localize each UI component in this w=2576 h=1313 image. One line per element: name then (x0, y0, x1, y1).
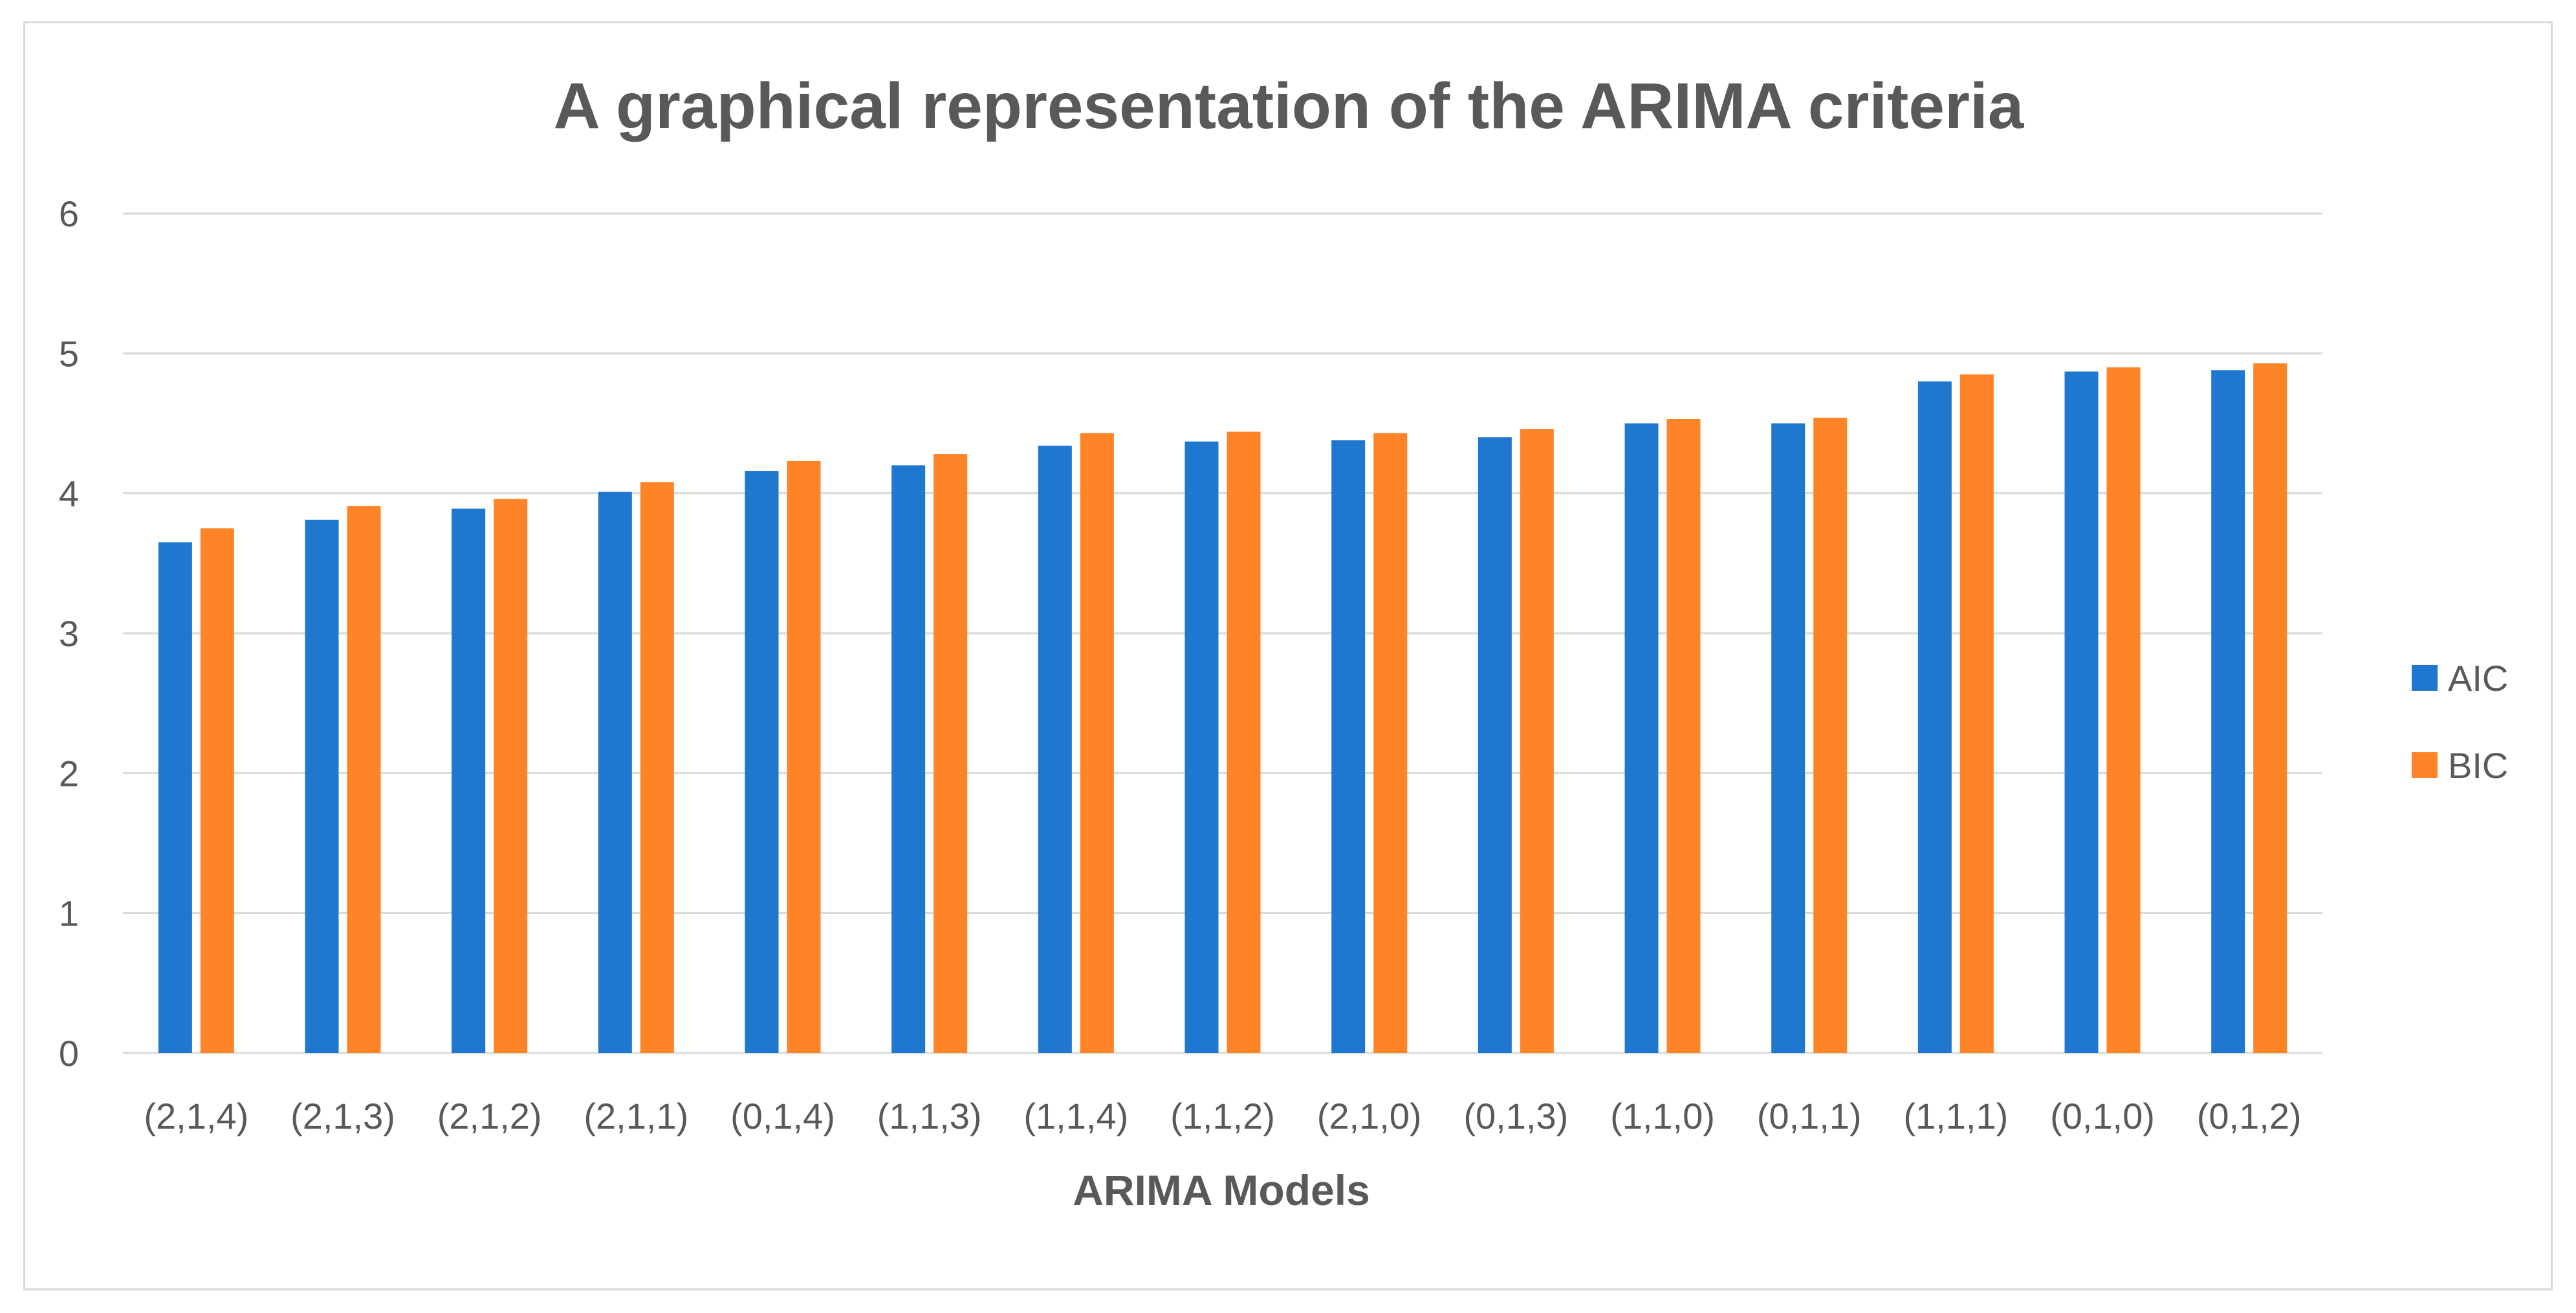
x-tick-label: (2,1,2) (437, 1096, 542, 1136)
bar-aic-8 (1184, 441, 1219, 1053)
bar-bic-13 (1959, 374, 1994, 1053)
y-tick-label: 1 (59, 893, 79, 934)
bars (158, 363, 2287, 1053)
x-tick-label: (1,1,1) (1903, 1096, 2008, 1136)
bar-bic-14 (2106, 367, 2141, 1053)
bar-bic-3 (494, 499, 528, 1053)
y-tick-label: 6 (59, 193, 79, 234)
x-tick-label: (0,1,3) (1463, 1096, 1568, 1136)
bar-aic-4 (598, 492, 632, 1053)
bar-aic-13 (1917, 381, 1952, 1053)
x-tick-label: (2,1,0) (1317, 1096, 1422, 1136)
y-tick-label: 0 (59, 1033, 79, 1074)
bar-aic-1 (158, 542, 192, 1053)
x-tick-label: (1,1,0) (1610, 1096, 1715, 1136)
x-tick-label: (0,1,2) (2197, 1096, 2302, 1136)
legend-label-bic: BIC (2448, 745, 2508, 786)
bar-bic-5 (787, 461, 821, 1053)
y-tick-label: 5 (59, 333, 79, 374)
x-tick-label: (1,1,3) (877, 1096, 982, 1136)
y-axis-ticks: 0 1 2 3 4 5 6 (59, 193, 79, 1074)
bar-bic-6 (933, 454, 968, 1053)
legend-label-aic: AIC (2448, 658, 2508, 699)
chart-title: A graphical representation of the ARIMA … (554, 70, 2025, 142)
bar-aic-3 (452, 508, 486, 1053)
bar-aic-2 (305, 519, 339, 1053)
x-tick-label: (0,1,1) (1757, 1096, 1862, 1136)
bar-bic-12 (1813, 417, 1848, 1053)
bar-bic-7 (1080, 433, 1114, 1053)
x-tick-label: (2,1,3) (290, 1096, 395, 1136)
y-tick-label: 3 (59, 613, 79, 654)
bar-bic-2 (347, 506, 381, 1053)
bar-aic-6 (891, 465, 926, 1053)
bar-bic-9 (1373, 433, 1408, 1053)
bar-bic-15 (2253, 363, 2287, 1053)
gridlines (123, 212, 2322, 1054)
y-tick-label: 4 (59, 473, 79, 514)
x-tick-label: (1,1,2) (1170, 1096, 1275, 1136)
bar-aic-9 (1331, 440, 1366, 1053)
x-tick-label: (1,1,4) (1023, 1096, 1128, 1136)
legend-swatch-aic (2412, 665, 2438, 691)
bar-bic-11 (1666, 419, 1701, 1053)
bar-aic-11 (1624, 423, 1659, 1053)
bar-aic-5 (745, 471, 779, 1053)
bar-aic-7 (1038, 446, 1072, 1053)
y-tick-label: 2 (59, 753, 79, 794)
bar-aic-15 (2211, 370, 2245, 1053)
x-tick-label: (2,1,1) (584, 1096, 688, 1136)
bar-bic-1 (200, 528, 234, 1053)
bar-bic-4 (640, 482, 674, 1053)
x-tick-label: (0,1,4) (730, 1096, 835, 1136)
bar-bic-8 (1227, 431, 1261, 1053)
bar-bic-10 (1520, 429, 1554, 1053)
legend: AIC BIC (2412, 658, 2508, 786)
x-tick-label: (2,1,4) (144, 1096, 248, 1136)
bar-aic-14 (2064, 371, 2099, 1053)
x-axis-ticks: (2,1,4) (2,1,3) (2,1,2) (2,1,1) (0,1,4) (1,1,… (144, 1096, 2301, 1136)
x-axis-label: ARIMA Models (1073, 1166, 1370, 1214)
legend-swatch-bic (2412, 752, 2438, 778)
bar-aic-12 (1771, 423, 1806, 1053)
x-tick-label: (0,1,0) (2050, 1096, 2155, 1136)
bar-aic-10 (1478, 437, 1512, 1053)
